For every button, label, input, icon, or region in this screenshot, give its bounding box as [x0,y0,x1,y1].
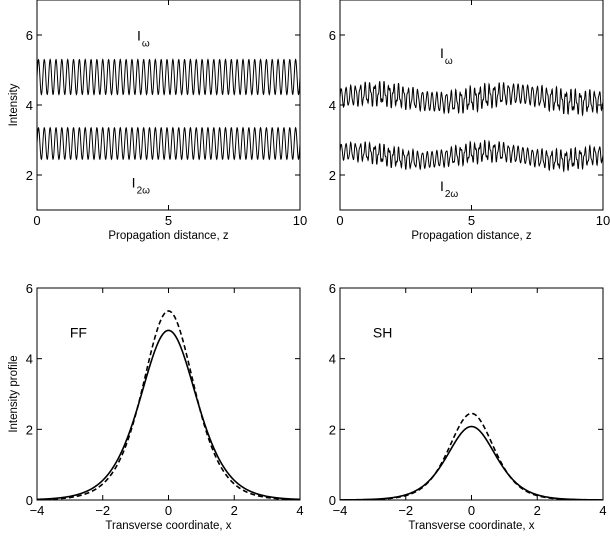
series-2-line [340,139,603,173]
x-tick-label: 0 [165,503,172,518]
y-tick-label: 2 [329,168,336,183]
annotation-label: I2ω [440,178,458,200]
y-tick-label: 6 [26,281,33,296]
x-tick-label: −2 [95,503,110,518]
series-1-line [340,81,603,117]
y-tick-label: 6 [329,281,336,296]
x-tick-label: 0 [468,503,475,518]
x-tick-label: −4 [30,503,45,518]
annotation-label: FF [70,324,87,340]
x-tick-label: 2 [534,503,541,518]
x-axis-label: Transverse coordinate, x [408,520,534,532]
y-tick-label: 4 [329,352,336,367]
y-tick-label: 0 [329,493,336,508]
axes-frame [36,287,301,501]
y-tick-label: 4 [26,352,33,367]
x-tick-label: 10 [596,213,610,228]
annotation-label: Iω [137,27,150,49]
series-2-line [340,412,603,500]
series-2-line [37,126,300,161]
series-2-line [37,310,300,500]
annotation-label: I2ω [132,174,150,196]
x-tick-label: 5 [468,213,475,228]
x-tick-label: −2 [398,503,413,518]
series-1-line [37,58,300,96]
x-tick-label: −4 [333,503,348,518]
y-axis-label: Intensity profile [8,355,20,432]
x-tick-label: 2 [231,503,238,518]
panel-bottom-right: −4 −2 0 2 4 0 2 4 6 Transverse coordinate, x SH [329,281,607,532]
panel-top-left: 0 5 10 2 4 6 Propagation distance, z Intensity I… [8,0,307,242]
y-tick-label: 2 [329,422,336,437]
x-tick-label: 10 [293,213,307,228]
x-tick-label: 0 [33,213,40,228]
y-tick-label: 4 [329,98,336,113]
panel-bottom-left: −4 −2 0 2 4 0 2 4 6 Transverse coordinate, x Inten… [8,281,304,532]
panel-top-right: 0 5 10 2 4 6 Propagation distance, z Iω I2ω [329,0,610,242]
annotation-label: SH [373,324,392,340]
annotation-label: Iω [440,45,453,67]
x-tick-label: 5 [165,213,172,228]
y-tick-label: 0 [26,493,33,508]
series-1-line [37,329,300,500]
y-tick-label: 6 [329,28,336,43]
series-1-line [340,425,603,500]
y-tick-label: 2 [26,168,33,183]
x-tick-label: 4 [296,503,303,518]
x-axis-label: Propagation distance, z [108,230,228,242]
axes-frame [36,0,301,211]
x-axis-label: Propagation distance, z [411,230,531,242]
axes-frame [339,0,604,211]
y-tick-label: 6 [26,28,33,43]
y-tick-label: 2 [26,422,33,437]
y-axis-label: Intensity [8,83,20,126]
x-tick-label: 4 [599,503,606,518]
y-tick-label: 4 [26,98,33,113]
x-tick-label: 0 [336,213,343,228]
x-axis-label: Transverse coordinate, x [105,520,231,532]
axes-frame [339,287,604,501]
